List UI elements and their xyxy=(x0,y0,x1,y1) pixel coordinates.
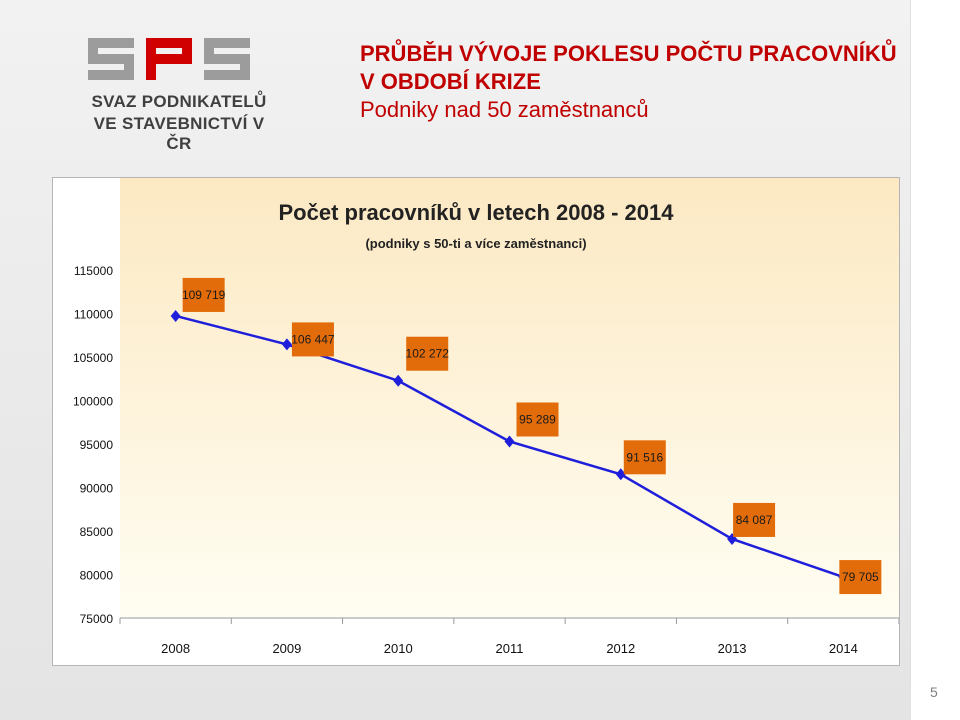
data-label-background xyxy=(516,402,559,437)
slide-title: PRŮBĚH VÝVOJE POKLESU POČTU PRACOVNÍKŮ V… xyxy=(360,40,900,124)
y-tick-label: 115000 xyxy=(74,264,113,278)
data-label: 106 447 xyxy=(291,332,335,346)
x-tick-label: 2014 xyxy=(829,641,858,656)
y-tick-label: 105000 xyxy=(73,351,113,365)
data-point-marker xyxy=(170,309,181,322)
data-label: 95 289 xyxy=(519,412,556,426)
page-number: 5 xyxy=(930,684,938,700)
y-tick-label: 80000 xyxy=(80,569,114,583)
x-tick-label: 2012 xyxy=(606,641,635,656)
data-point-marker xyxy=(393,374,404,387)
logo-subtitle-line1: SVAZ PODNIKATELŮ xyxy=(91,92,267,111)
chart-container: 115000 110000 105000 100000 95000 90000 85000 8… xyxy=(52,177,900,666)
x-tick-label: 2009 xyxy=(272,641,301,656)
x-tick-label: 2013 xyxy=(718,641,747,656)
y-tick-label: 100000 xyxy=(73,395,113,409)
slide-title-line3: Podniky nad 50 zaměstnanců xyxy=(360,97,649,122)
data-point-marker xyxy=(281,338,292,351)
x-tick-label: 2011 xyxy=(496,641,524,656)
slide-title-line1: PRŮBĚH VÝVOJE POKLESU POČTU PRACOVNÍKŮ xyxy=(360,41,897,66)
y-tick-label: 95000 xyxy=(80,438,114,452)
x-tick-label: 2008 xyxy=(161,641,190,656)
sps-logo-icon xyxy=(88,38,250,80)
y-tick-label: 90000 xyxy=(80,482,114,496)
data-label: 102 272 xyxy=(406,347,450,361)
logo-subtitle-line2: VE STAVEBNICTVÍ V ČR xyxy=(93,114,265,153)
data-label: 109 719 xyxy=(182,288,226,302)
slide-title-line2: V OBDOBÍ KRIZE xyxy=(360,69,541,94)
data-point-marker xyxy=(504,435,515,448)
chart-subtitle: (podniky s 50-ti a více zaměstnanci) xyxy=(365,236,586,251)
data-label-background xyxy=(733,502,776,537)
data-label: 79 705 xyxy=(842,570,879,584)
x-tick-label: 2010 xyxy=(384,641,413,656)
data-label-background xyxy=(182,277,225,312)
data-label-background xyxy=(291,322,334,357)
plot-area xyxy=(120,178,899,618)
data-label: 84 087 xyxy=(736,513,773,527)
line-chart: 115000 110000 105000 100000 95000 90000 85000 8… xyxy=(73,178,899,656)
data-label-background xyxy=(839,560,882,595)
data-label: 91 516 xyxy=(626,450,663,464)
y-tick-label: 85000 xyxy=(80,525,114,539)
chart-title: Počet pracovníků v letech 2008 - 2014 xyxy=(279,200,675,225)
data-point-marker xyxy=(615,468,626,481)
data-label-background xyxy=(623,440,666,475)
y-tick-label: 75000 xyxy=(80,612,114,626)
data-label-background xyxy=(406,336,449,371)
y-tick-label: 110000 xyxy=(74,308,113,322)
slide-edge-divider xyxy=(910,0,911,720)
